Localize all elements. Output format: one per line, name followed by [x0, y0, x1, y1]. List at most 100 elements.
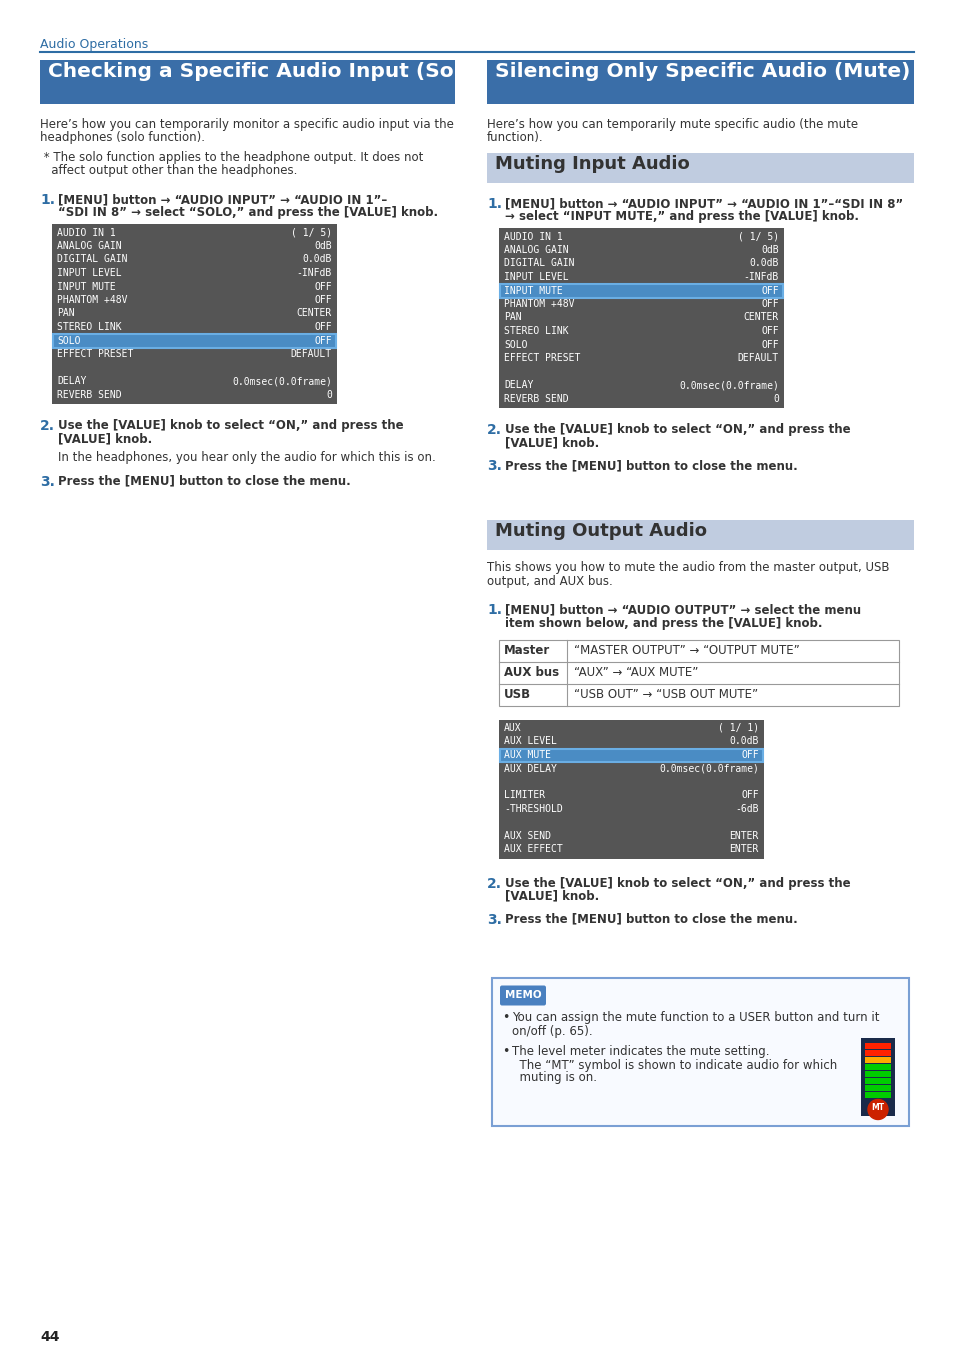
Text: “SDI IN 8” → select “SOLO,” and press the [VALUE] knob.: “SDI IN 8” → select “SOLO,” and press th…	[58, 207, 437, 219]
Text: AUX bus: AUX bus	[503, 667, 558, 679]
Text: AUX EFFECT: AUX EFFECT	[503, 845, 562, 855]
Text: REVERB SEND: REVERB SEND	[503, 393, 568, 404]
FancyBboxPatch shape	[499, 986, 545, 1006]
Text: AUX MUTE: AUX MUTE	[503, 751, 551, 760]
Text: * The solo function applies to the headphone output. It does not: * The solo function applies to the headp…	[40, 151, 423, 163]
Text: function).: function).	[486, 131, 543, 144]
Bar	[40, 59, 455, 104]
Text: Master: Master	[503, 644, 550, 657]
Text: Audio Operations: Audio Operations	[40, 38, 148, 51]
Text: affect output other than the headphones.: affect output other than the headphones.	[40, 163, 297, 177]
Text: ENTER: ENTER	[729, 832, 759, 841]
Text: MEMO: MEMO	[504, 990, 540, 999]
Text: -INFdB: -INFdB	[296, 269, 332, 278]
Text: PHANTOM +48V: PHANTOM +48V	[503, 298, 574, 309]
Bar	[864, 1077, 890, 1084]
Text: Here’s how you can temporarily monitor a specific audio input via the: Here’s how you can temporarily monitor a…	[40, 117, 454, 131]
Text: OFF: OFF	[314, 296, 332, 305]
Text: AUX DELAY: AUX DELAY	[503, 764, 557, 774]
Text: INPUT LEVEL: INPUT LEVEL	[503, 271, 568, 282]
Text: [VALUE] knob.: [VALUE] knob.	[504, 436, 598, 450]
Circle shape	[867, 1099, 887, 1119]
Text: OFF: OFF	[314, 336, 332, 346]
Text: OFF: OFF	[760, 325, 779, 336]
Text: INPUT LEVEL: INPUT LEVEL	[57, 269, 121, 278]
Text: •: •	[501, 1045, 509, 1058]
Text: → select “INPUT MUTE,” and press the [VALUE] knob.: → select “INPUT MUTE,” and press the [VA…	[504, 211, 858, 223]
Text: 0.0msec(0.0frame): 0.0msec(0.0frame)	[232, 377, 332, 386]
Bar	[498, 720, 763, 859]
Text: DIGITAL GAIN: DIGITAL GAIN	[503, 258, 574, 269]
Text: Muting Input Audio: Muting Input Audio	[495, 155, 689, 173]
Text: -THRESHOLD: -THRESHOLD	[503, 805, 562, 814]
Bar	[499, 748, 762, 761]
Text: STEREO LINK: STEREO LINK	[57, 323, 121, 332]
Text: DEFAULT: DEFAULT	[737, 352, 779, 363]
Text: muting is on.: muting is on.	[512, 1072, 597, 1084]
Text: item shown below, and press the [VALUE] knob.: item shown below, and press the [VALUE] …	[504, 617, 821, 629]
Text: Silencing Only Specific Audio (Mute): Silencing Only Specific Audio (Mute)	[495, 62, 909, 81]
Bar	[864, 1057, 890, 1062]
Text: 0.0msec(0.0frame): 0.0msec(0.0frame)	[679, 379, 779, 390]
Text: The “MT” symbol is shown to indicate audio for which: The “MT” symbol is shown to indicate aud…	[512, 1058, 837, 1072]
Text: OFF: OFF	[760, 298, 779, 309]
Text: AUX SEND: AUX SEND	[503, 832, 551, 841]
Text: PAN: PAN	[57, 309, 74, 319]
Text: headphones (solo function).: headphones (solo function).	[40, 131, 205, 144]
Text: 0: 0	[326, 390, 332, 400]
Text: 2.: 2.	[486, 876, 501, 891]
Bar	[864, 1064, 890, 1069]
Text: 1.: 1.	[486, 603, 501, 617]
Text: LIMITER: LIMITER	[503, 791, 544, 801]
Text: In the headphones, you hear only the audio for which this is on.: In the headphones, you hear only the aud…	[58, 451, 436, 463]
Text: DIGITAL GAIN: DIGITAL GAIN	[57, 255, 128, 265]
Bar	[486, 153, 913, 184]
Text: EFFECT PRESET: EFFECT PRESET	[57, 350, 133, 359]
Text: [VALUE] knob.: [VALUE] knob.	[504, 890, 598, 903]
Text: CENTER: CENTER	[296, 309, 332, 319]
Text: REVERB SEND: REVERB SEND	[57, 390, 121, 400]
Text: CENTER: CENTER	[743, 312, 779, 323]
Bar	[486, 520, 913, 549]
Text: 1.: 1.	[40, 193, 55, 207]
Text: ( 1/ 5): ( 1/ 5)	[737, 231, 779, 242]
Text: 3.: 3.	[40, 474, 55, 489]
Text: 0: 0	[772, 393, 779, 404]
Text: Use the [VALUE] knob to select “ON,” and press the: Use the [VALUE] knob to select “ON,” and…	[58, 420, 403, 432]
Text: •: •	[501, 1011, 509, 1025]
Text: OFF: OFF	[314, 282, 332, 292]
Text: ( 1/ 5): ( 1/ 5)	[291, 228, 332, 238]
Text: ( 1/ 1): ( 1/ 1)	[717, 724, 759, 733]
Text: OFF: OFF	[740, 791, 759, 801]
Text: PHANTOM +48V: PHANTOM +48V	[57, 296, 128, 305]
Text: 0.0dB: 0.0dB	[729, 737, 759, 747]
Text: INPUT MUTE: INPUT MUTE	[503, 285, 562, 296]
Text: AUDIO IN 1: AUDIO IN 1	[57, 228, 115, 238]
Text: OFF: OFF	[740, 751, 759, 760]
Text: STEREO LINK: STEREO LINK	[503, 325, 568, 336]
Text: 0.0msec(0.0frame): 0.0msec(0.0frame)	[659, 764, 759, 774]
Text: USB: USB	[503, 688, 531, 702]
Text: 2.: 2.	[40, 420, 55, 433]
Text: 3.: 3.	[486, 913, 501, 926]
Bar	[861, 1038, 894, 1115]
Text: “AUX” → “AUX MUTE”: “AUX” → “AUX MUTE”	[574, 667, 698, 679]
Text: “MASTER OUTPUT” → “OUTPUT MUTE”: “MASTER OUTPUT” → “OUTPUT MUTE”	[574, 644, 799, 657]
Text: on/off (p. 65).: on/off (p. 65).	[512, 1025, 592, 1038]
Text: OFF: OFF	[314, 323, 332, 332]
Text: Use the [VALUE] knob to select “ON,” and press the: Use the [VALUE] knob to select “ON,” and…	[504, 876, 850, 890]
Text: This shows you how to mute the audio from the master output, USB: This shows you how to mute the audio fro…	[486, 562, 888, 575]
Bar	[52, 224, 336, 404]
Bar	[498, 640, 898, 706]
Bar	[492, 977, 908, 1126]
Text: 0.0dB: 0.0dB	[749, 258, 779, 269]
Text: 0dB: 0dB	[760, 244, 779, 255]
Text: “USB OUT” → “USB OUT MUTE”: “USB OUT” → “USB OUT MUTE”	[574, 688, 758, 702]
Bar	[499, 284, 782, 297]
Text: Press the [MENU] button to close the menu.: Press the [MENU] button to close the men…	[504, 913, 797, 926]
Text: -INFdB: -INFdB	[743, 271, 779, 282]
Text: The level meter indicates the mute setting.: The level meter indicates the mute setti…	[512, 1045, 769, 1058]
Text: Use the [VALUE] knob to select “ON,” and press the: Use the [VALUE] knob to select “ON,” and…	[504, 424, 850, 436]
Text: 0dB: 0dB	[314, 242, 332, 251]
Bar	[864, 1084, 890, 1091]
